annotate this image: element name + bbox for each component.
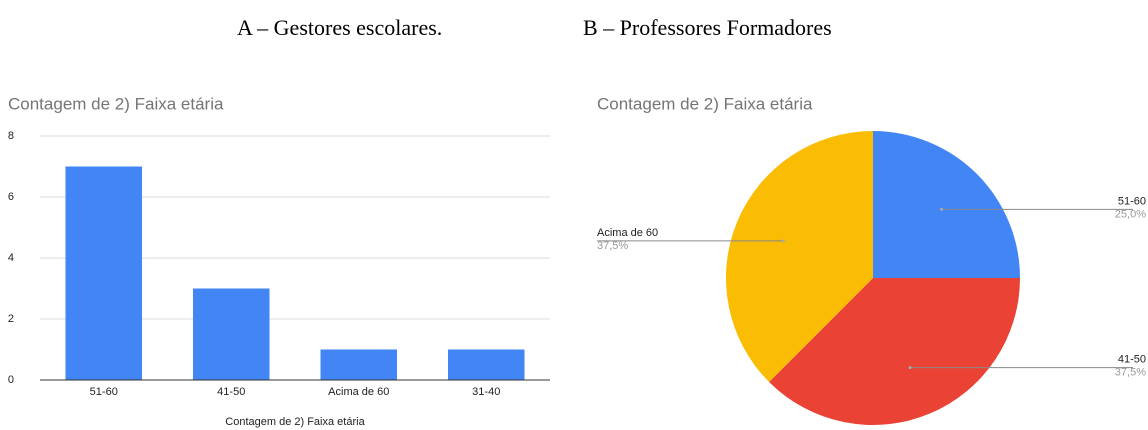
y-tick-label: 6 [8, 191, 14, 203]
leader-dot [908, 366, 912, 370]
x-tick-label: 41-50 [217, 386, 245, 398]
slice-value: 37,5% [1115, 367, 1146, 379]
y-tick-label: 0 [8, 374, 14, 386]
bar [448, 349, 525, 380]
leader-dot [940, 207, 944, 211]
slice-label: Acima de 60 [597, 227, 658, 239]
header-b: B – Professores Formadores [583, 15, 832, 40]
pie-slice [725, 131, 873, 382]
x-axis-label: Contagem de 2) Faixa etária [225, 416, 365, 428]
x-tick-label: 51-60 [90, 386, 118, 398]
y-tick-label: 8 [8, 130, 14, 142]
x-tick-label: Acima de 60 [328, 386, 389, 398]
slice-value: 37,5% [597, 240, 628, 252]
bar [65, 166, 142, 380]
pie-slice [873, 131, 1020, 278]
slice-value: 25,0% [1115, 208, 1146, 220]
leader-dot [781, 239, 785, 243]
bar [320, 349, 397, 380]
y-tick-label: 2 [8, 313, 14, 325]
chart-title: Contagem de 2) Faixa etária [597, 94, 813, 113]
pie-slice [769, 278, 1020, 426]
slice-label: 41-50 [1118, 354, 1146, 366]
slice-label: 51-60 [1118, 195, 1146, 207]
bar [193, 288, 270, 380]
y-tick-label: 4 [8, 252, 14, 264]
chart-title: Contagem de 2) Faixa etária [8, 94, 224, 113]
x-tick-label: 31-40 [472, 386, 500, 398]
header-a: A – Gestores escolares. [237, 15, 442, 40]
